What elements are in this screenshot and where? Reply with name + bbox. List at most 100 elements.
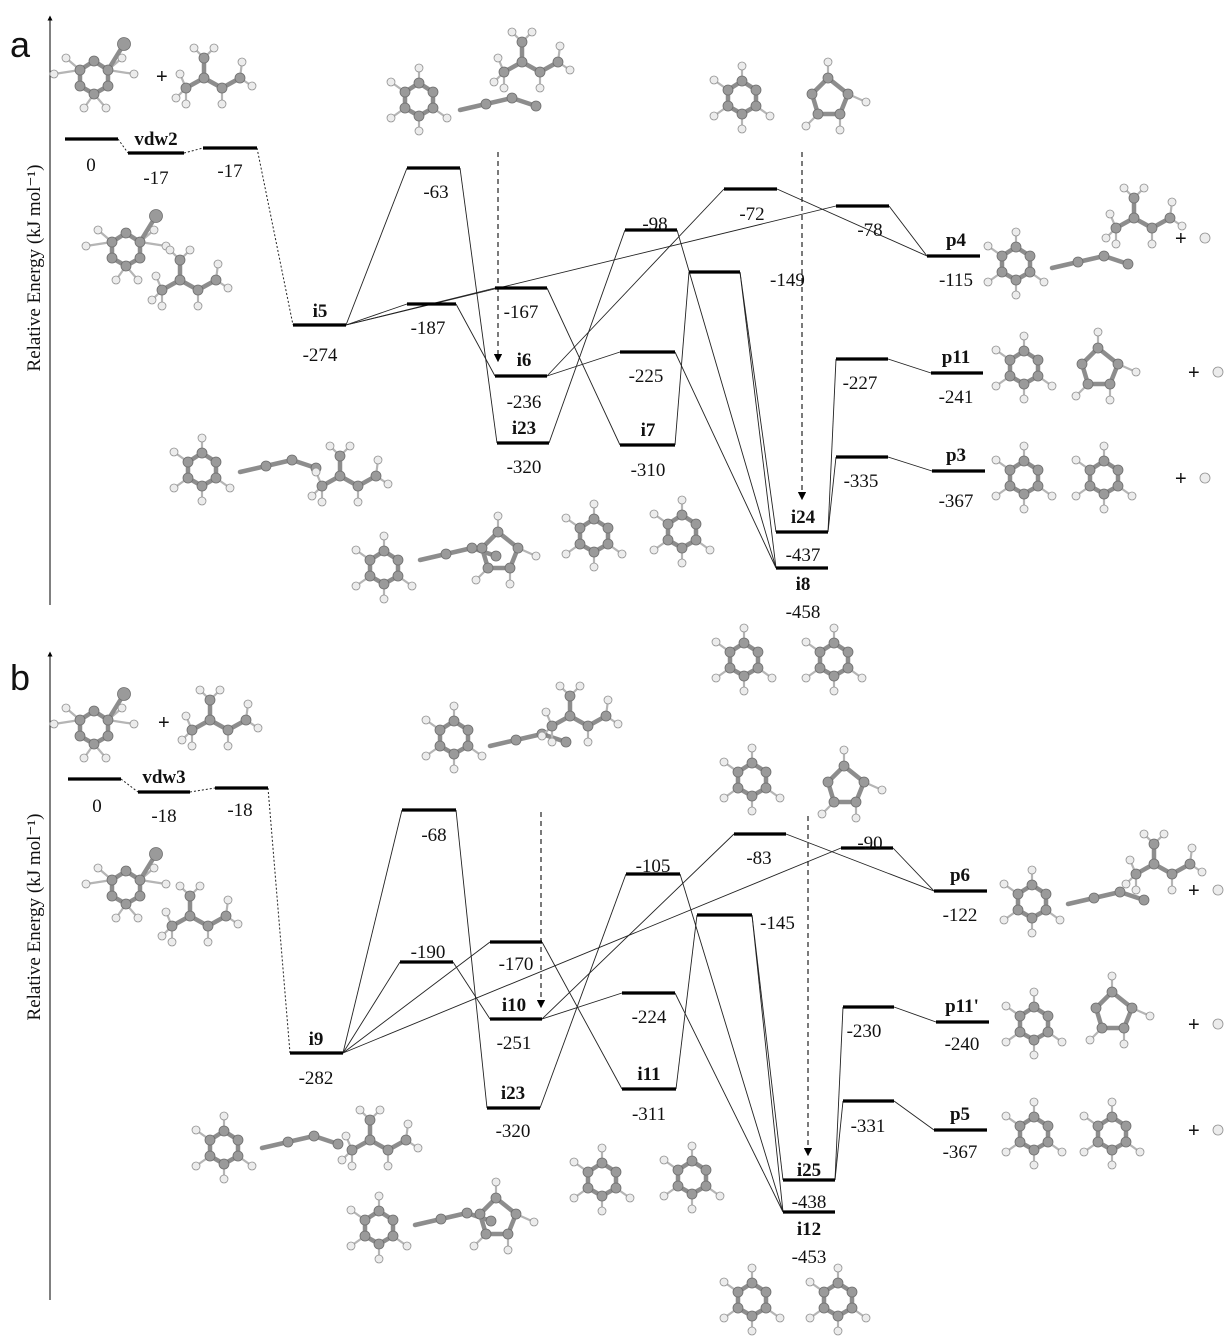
energy-value: -453 [792, 1247, 827, 1268]
energy-value: -274 [303, 345, 338, 366]
pathway-connector [887, 456, 933, 472]
molecule-structure [1086, 972, 1154, 1048]
energy-value: -187 [411, 318, 446, 339]
energy-value: -438 [792, 1192, 827, 1213]
pathway-connector [459, 167, 498, 444]
plus-sign: + [1175, 468, 1187, 490]
energy-value: -282 [299, 1068, 334, 1089]
species-label: vdw3 [142, 767, 185, 788]
energy-value: -367 [943, 1142, 978, 1163]
pathway-connector [120, 778, 139, 793]
species-label: i12 [797, 1219, 821, 1240]
molecule-structure [347, 1192, 411, 1263]
energy-value: -227 [843, 373, 878, 394]
molecule-structure [1000, 866, 1064, 937]
energy-value: -98 [642, 214, 667, 235]
panel-letter: b [10, 657, 30, 698]
energy-value: -310 [631, 460, 666, 481]
energy-value: -190 [411, 942, 446, 963]
pathway-connector [256, 147, 294, 326]
molecule-structure [562, 500, 626, 571]
energy-value: -251 [497, 1033, 532, 1054]
species-label: i6 [517, 350, 532, 371]
energy-value: -17 [217, 161, 242, 182]
energy-value: -437 [786, 545, 821, 566]
molecule-structure [650, 496, 714, 567]
molecule-structure [1102, 184, 1186, 248]
pathway-connector [834, 1100, 844, 1181]
energy-value: -18 [151, 806, 176, 827]
pathway-connector [888, 205, 928, 257]
molecule-structure [818, 746, 886, 822]
pathway-connector [455, 809, 488, 1109]
energy-value: -241 [939, 387, 974, 408]
molecule-structure [710, 62, 774, 133]
pathway-connector [541, 833, 735, 1020]
energy-value: -458 [786, 602, 821, 623]
species-label: vdw2 [134, 129, 177, 150]
energy-value: -115 [939, 270, 973, 291]
energy-value: -311 [632, 1104, 666, 1125]
pathway-connector [342, 961, 401, 1054]
pathway-connector [887, 358, 932, 374]
molecule-structure [308, 442, 392, 506]
energy-value: -320 [507, 457, 542, 478]
hydrogen-atom [1199, 232, 1211, 244]
pathway-connector [674, 271, 690, 446]
molecule-structure [1002, 988, 1066, 1059]
pathway-connector [785, 833, 935, 892]
molecule-structure [720, 744, 784, 815]
energy-value: 0 [92, 796, 102, 817]
hydrogen-atom [1212, 1018, 1224, 1030]
pathway-connector [189, 787, 216, 793]
molecule-structure [660, 1142, 724, 1213]
energy-value: -145 [760, 913, 795, 934]
species-label: p4 [946, 230, 967, 251]
molecule-structure [50, 688, 138, 763]
hydrogen-atom [1212, 366, 1224, 378]
molecule-structure [420, 543, 501, 561]
pathway-connector [342, 941, 491, 1054]
pathway-connector [893, 1100, 935, 1131]
pathway-connector [267, 787, 291, 1054]
pathway-connector [345, 167, 408, 326]
molecule-structure [148, 246, 232, 310]
pathway-connector [674, 992, 784, 1213]
molecule-structure [720, 1264, 784, 1335]
species-label: i5 [313, 301, 328, 322]
pathway-connector [827, 456, 837, 533]
molecule-structure [192, 1112, 256, 1183]
plus-sign: + [1188, 362, 1200, 384]
plus-sign: + [1175, 228, 1187, 250]
energy-value: -335 [844, 471, 879, 492]
pathway-connector [548, 229, 626, 444]
pathway-connector [342, 847, 842, 1054]
molecule-structure [262, 1131, 343, 1149]
pathway-connector [674, 351, 777, 569]
molecule-structure [352, 532, 416, 603]
species-label: i9 [309, 1029, 324, 1050]
pathway-connector [541, 941, 623, 1090]
pathway-connector [679, 873, 784, 1213]
plus-sign: + [1188, 1120, 1200, 1142]
molecule-structure [570, 1144, 634, 1215]
plus-sign: + [156, 66, 168, 88]
molecule-structure [1080, 1098, 1144, 1169]
y-axis-label: Relative Energy (kJ mol⁻¹) [24, 165, 45, 372]
species-label: i24 [791, 507, 816, 528]
energy-value: -167 [504, 302, 539, 323]
pathway-connector [751, 914, 784, 1181]
molecule-structure [802, 624, 866, 695]
pathway-connector [342, 809, 403, 1054]
energy-value: -18 [227, 800, 252, 821]
energy-value: -68 [421, 825, 446, 846]
energy-value: -225 [629, 366, 664, 387]
molecule-structure [470, 1178, 538, 1254]
molecule-structure [50, 38, 138, 113]
species-label: i7 [641, 420, 656, 441]
molecule-structure [170, 434, 234, 505]
molecule-structure [1002, 1098, 1066, 1169]
species-label: i23 [501, 1083, 525, 1104]
species-label: p6 [950, 865, 970, 886]
species-label: p11' [945, 996, 979, 1017]
